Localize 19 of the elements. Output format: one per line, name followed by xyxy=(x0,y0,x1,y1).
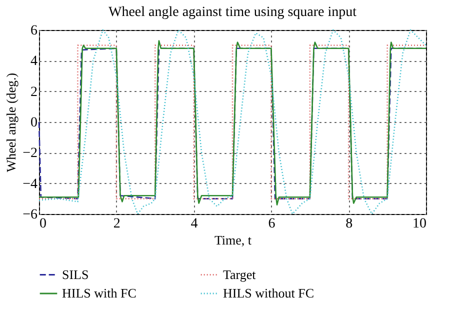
legend-label: HILS without FC xyxy=(223,286,314,300)
y-tick-label: 6 xyxy=(30,24,38,38)
y-tick-label: −4 xyxy=(22,176,38,192)
y-tick-label: −2 xyxy=(22,146,38,162)
legend-label: HILS with FC xyxy=(62,286,136,300)
x-axis-title: Time, t xyxy=(214,232,252,248)
y-axis-title: Wheel angle (deg.) xyxy=(4,72,19,172)
x-tick-label: 4 xyxy=(190,216,198,232)
chart-title: Wheel angle against time using square input xyxy=(108,5,357,20)
x-tick-label: 6 xyxy=(268,216,276,232)
x-tick-label: 8 xyxy=(346,216,353,232)
y-tick-label: 4 xyxy=(30,54,38,70)
y-tick-label: 0 xyxy=(30,116,38,130)
y-tick-label: −6 xyxy=(22,208,38,222)
y-tick-label: 2 xyxy=(30,84,38,100)
legend-label: Target xyxy=(223,266,256,282)
x-tick-label: 10 xyxy=(412,216,426,232)
legend-label: SILS xyxy=(62,266,89,282)
x-tick-label: 2 xyxy=(113,216,120,232)
